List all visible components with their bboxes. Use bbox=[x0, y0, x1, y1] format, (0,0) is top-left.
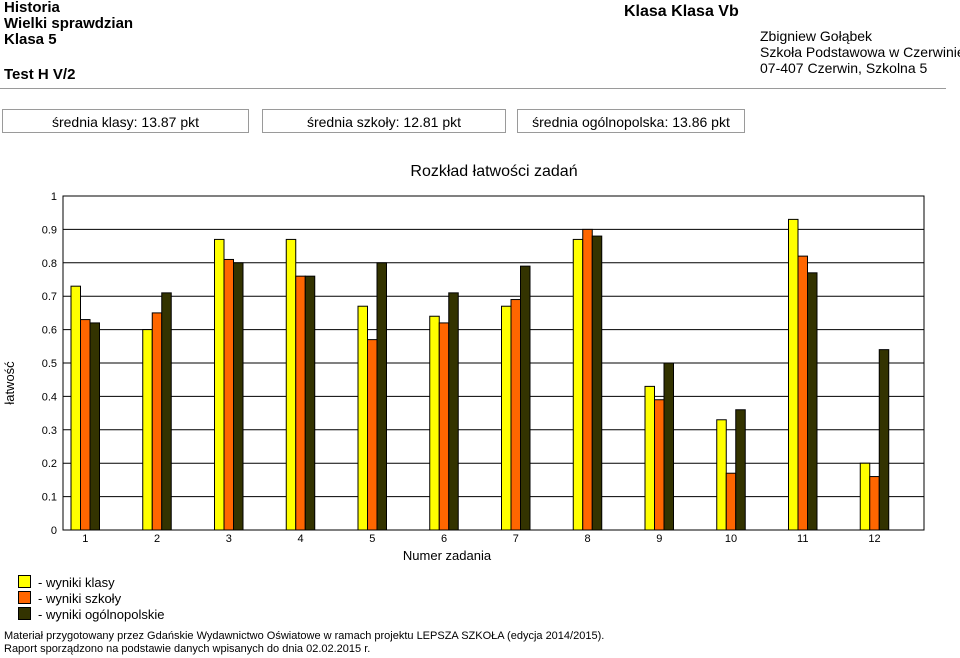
y-tick-label: 0.2 bbox=[42, 458, 57, 470]
grade: Klasa 5 bbox=[4, 31, 57, 48]
bar bbox=[716, 419, 727, 531]
x-tick-label: 10 bbox=[725, 533, 737, 545]
bar bbox=[735, 409, 746, 531]
difficulty-chart: Rozkład łatwości zadań 00.10.20.30.40.50… bbox=[2, 163, 925, 563]
y-tick-label: 0.8 bbox=[42, 258, 57, 270]
x-tick-label: 7 bbox=[513, 533, 519, 545]
bar bbox=[214, 238, 225, 531]
x-tick-label: 12 bbox=[868, 533, 880, 545]
x-tick-label: 8 bbox=[584, 533, 590, 545]
bar bbox=[501, 305, 512, 531]
bar bbox=[572, 238, 584, 531]
y-tick-label: 0.3 bbox=[42, 425, 57, 437]
x-tick-label: 1 bbox=[82, 533, 88, 545]
bar bbox=[223, 258, 234, 531]
legend-national: - wyniki ogólnopolskie bbox=[38, 607, 165, 622]
bar bbox=[304, 275, 316, 531]
legend-school: - wyniki szkoły bbox=[38, 591, 122, 606]
bar bbox=[429, 315, 440, 531]
bar bbox=[367, 339, 378, 531]
bar bbox=[591, 235, 603, 531]
bar bbox=[151, 312, 163, 531]
x-tick-labels: 1 2 3 4 5 6 7 8 9 10 11 12 bbox=[82, 533, 880, 545]
bar bbox=[788, 218, 799, 531]
bar bbox=[80, 319, 91, 531]
bar bbox=[510, 299, 521, 531]
y-tick-labels: 0 0.1 0.2 0.3 0.4 0.5 0.6 0.7 0.8 0.9 1 bbox=[42, 191, 57, 537]
legend-class: - wyniki klasy bbox=[38, 575, 115, 590]
bar bbox=[448, 292, 459, 531]
teacher-name: Zbigniew Gołąbek bbox=[760, 28, 873, 44]
footer-credit: Materiał przygotowany przez Gdańskie Wyd… bbox=[4, 630, 605, 642]
bar bbox=[295, 275, 306, 531]
bar bbox=[725, 472, 737, 531]
x-axis-label: Numer zadania bbox=[403, 548, 492, 563]
bar bbox=[233, 262, 244, 531]
x-tick-label: 4 bbox=[297, 533, 303, 545]
bar bbox=[520, 265, 531, 531]
x-tick-label: 11 bbox=[797, 533, 808, 545]
x-tick-label: 9 bbox=[656, 533, 662, 545]
chart-title: Rozkład łatwości zadań bbox=[410, 163, 577, 180]
bar bbox=[376, 262, 387, 531]
bar bbox=[70, 285, 81, 531]
y-axis-label: łatwość bbox=[2, 361, 17, 405]
legend-swatch-school bbox=[18, 591, 31, 604]
test-code: Test H V/2 bbox=[4, 66, 76, 83]
school-average-box: średnia szkoły: 12.81 pkt bbox=[262, 109, 506, 133]
x-tick-label: 6 bbox=[441, 533, 447, 545]
y-tick-label: 0 bbox=[51, 525, 57, 537]
class-label: Klasa Klasa Vb bbox=[624, 3, 739, 20]
bar bbox=[878, 349, 890, 531]
x-tick-label: 3 bbox=[226, 533, 232, 545]
chart-grid bbox=[62, 195, 925, 531]
bar bbox=[797, 255, 808, 531]
bar bbox=[285, 238, 297, 531]
bar bbox=[859, 462, 871, 531]
bar bbox=[869, 476, 880, 531]
y-tick-label: 0.7 bbox=[42, 291, 57, 303]
x-tick-label: 5 bbox=[369, 533, 375, 545]
bar bbox=[89, 322, 100, 531]
y-tick-label: 0.4 bbox=[42, 391, 57, 403]
national-average-box: średnia ogólnopolska: 13.86 pkt bbox=[517, 109, 745, 133]
y-tick-label: 0.1 bbox=[42, 492, 57, 504]
school-address: 07-407 Czerwin, Szkolna 5 bbox=[760, 60, 928, 76]
chart-bars bbox=[70, 218, 890, 531]
y-tick-label: 1 bbox=[51, 191, 57, 203]
header-divider bbox=[0, 88, 946, 89]
bar bbox=[654, 399, 665, 531]
bar bbox=[644, 385, 655, 531]
footer-report-date: Raport sporządzono na podstawie danych w… bbox=[4, 643, 371, 655]
y-tick-label: 0.5 bbox=[42, 358, 57, 370]
y-tick-label: 0.6 bbox=[42, 325, 57, 337]
plot-frame bbox=[62, 195, 925, 531]
subject: Historia bbox=[4, 0, 60, 16]
legend-swatch-national bbox=[18, 607, 31, 620]
bar bbox=[161, 292, 172, 531]
class-average-box: średnia klasy: 13.87 pkt bbox=[2, 109, 249, 133]
legend-swatch-class bbox=[18, 575, 31, 588]
test-name: Wielki sprawdzian bbox=[4, 15, 134, 32]
x-tick-label: 2 bbox=[154, 533, 160, 545]
bar bbox=[582, 228, 593, 531]
bar bbox=[663, 362, 674, 531]
bar bbox=[438, 322, 450, 531]
bar bbox=[142, 329, 153, 531]
school-name: Szkoła Podstawowa w Czerwinie bbox=[760, 44, 960, 60]
bar bbox=[357, 305, 368, 531]
y-tick-label: 0.9 bbox=[42, 224, 57, 236]
bar bbox=[807, 272, 818, 531]
